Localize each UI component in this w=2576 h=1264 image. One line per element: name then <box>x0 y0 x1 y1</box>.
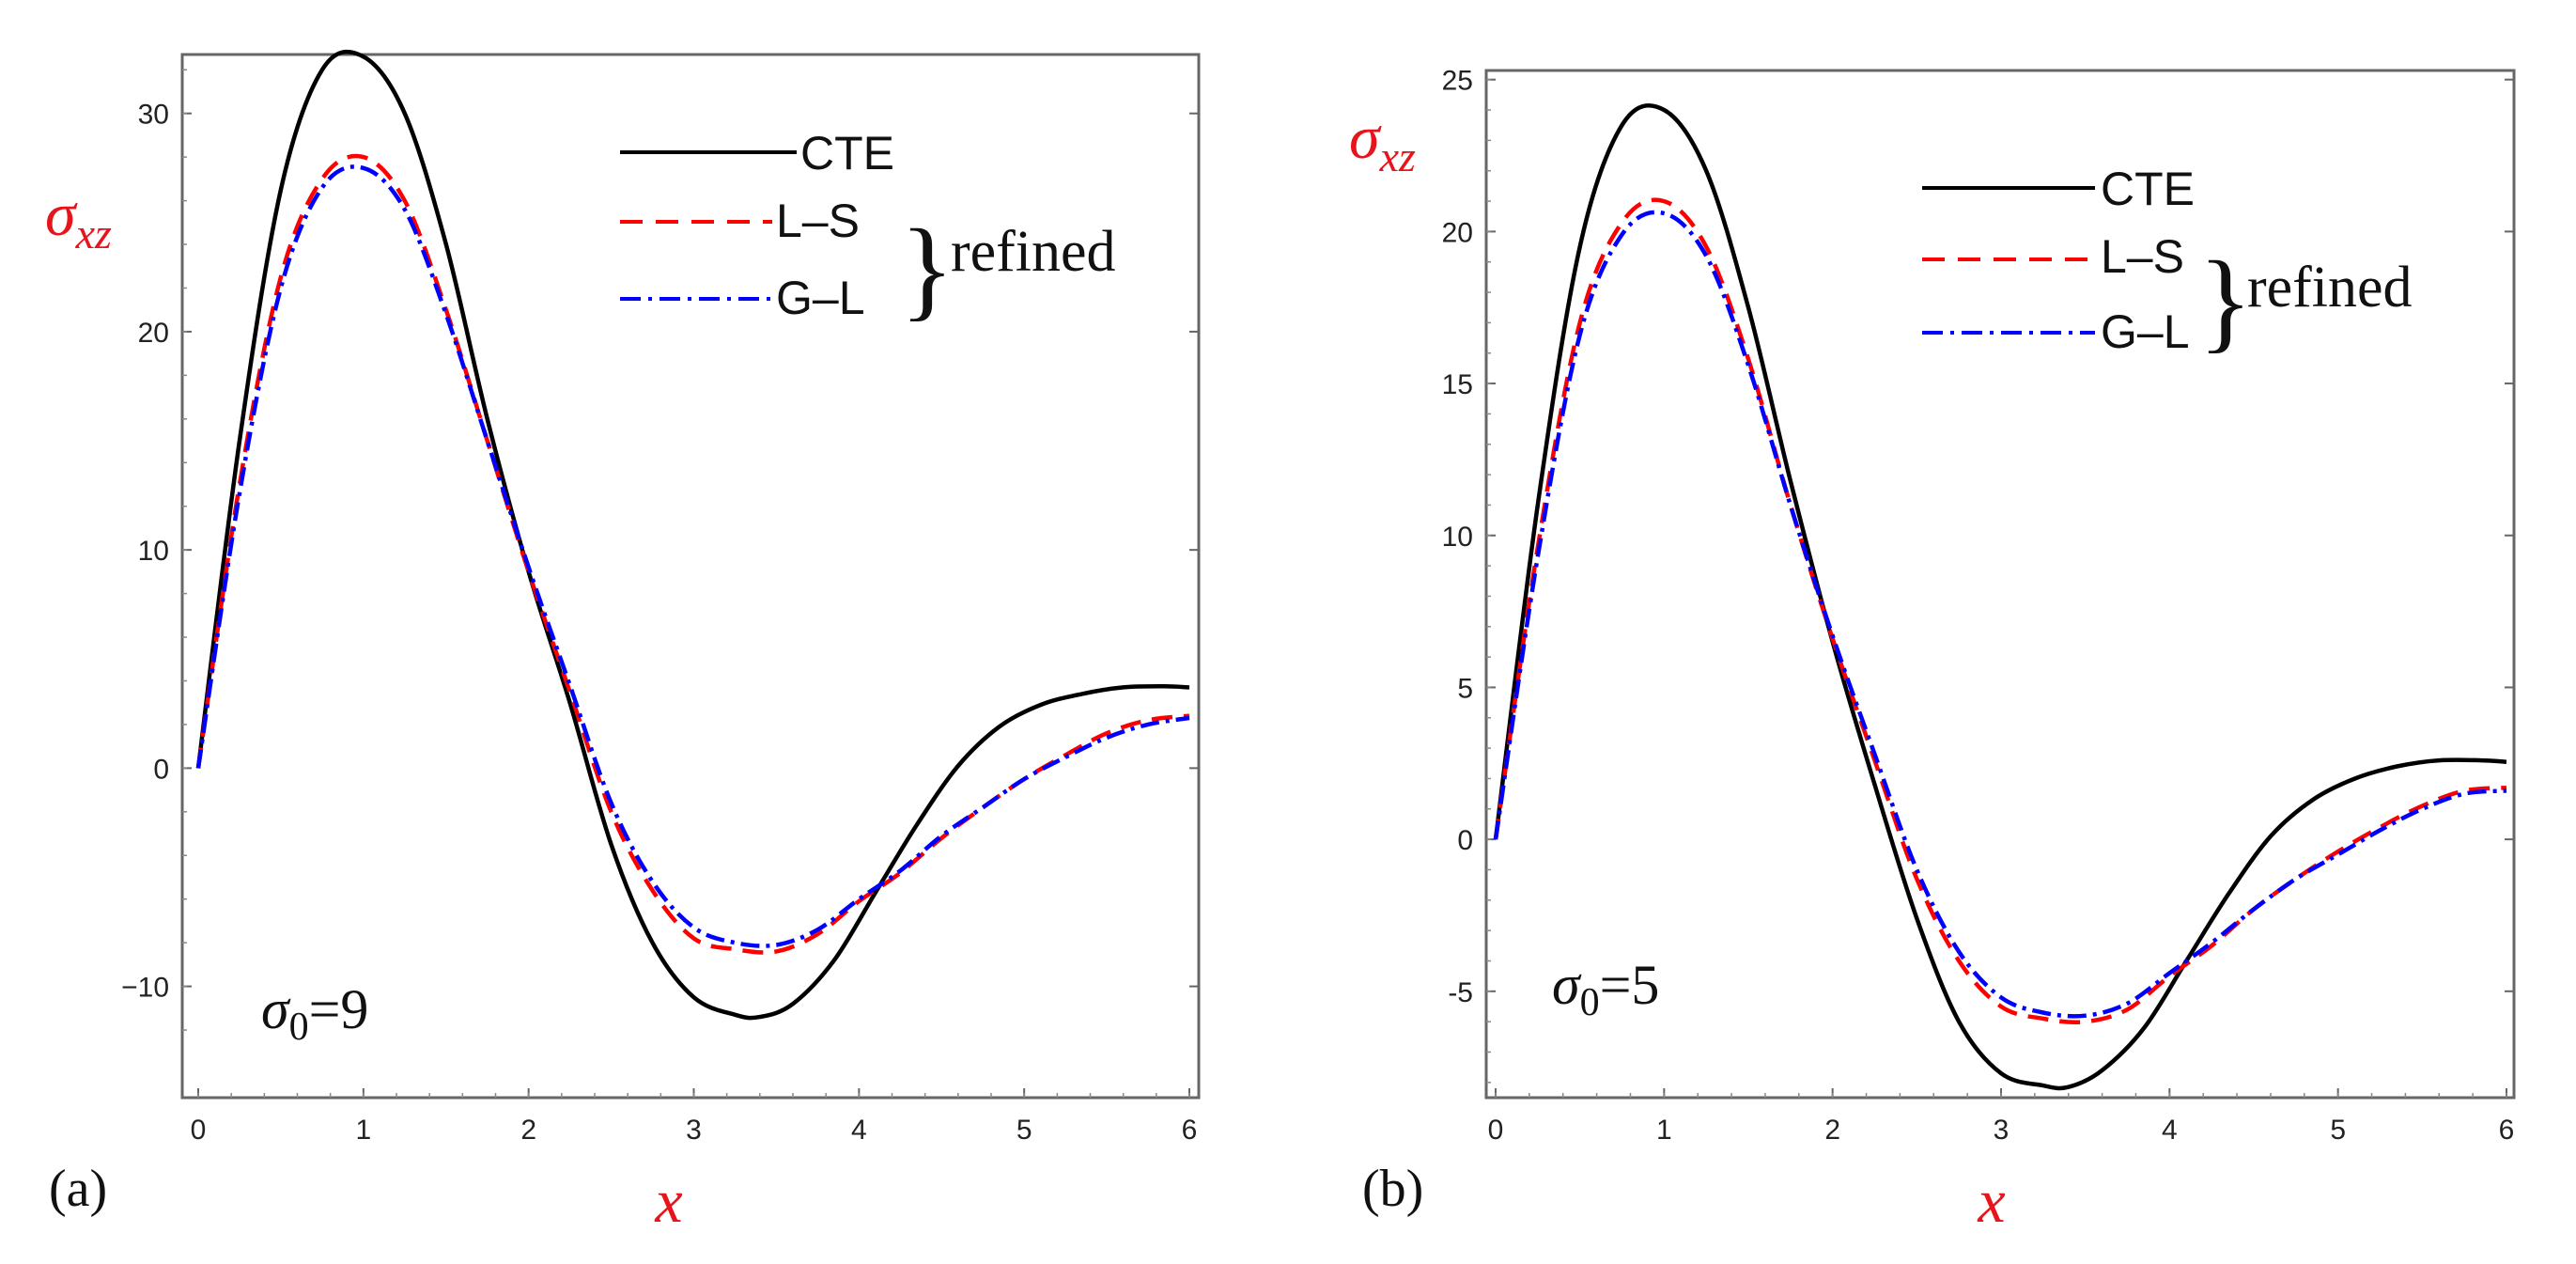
legend-brace: } <box>900 206 954 331</box>
x-tick-label: 6 <box>1182 1115 1198 1146</box>
y-axis-title-symbol: σ <box>1349 103 1382 172</box>
annotation-symbol: σ <box>261 978 291 1040</box>
legend-label-cte: CTE <box>800 127 894 179</box>
y-tick-label: −10 <box>121 973 169 1004</box>
x-axis-title: x <box>654 1167 682 1236</box>
x-tick-label: 3 <box>1994 1115 2010 1146</box>
x-tick-label: 1 <box>1656 1115 1672 1146</box>
y-tick-label: 0 <box>153 754 169 785</box>
y-axis-title-symbol: σ <box>45 180 78 249</box>
x-tick-label: 6 <box>2499 1115 2515 1146</box>
parameter-annotation: σ0=5 <box>1552 954 1659 1024</box>
legend-label-cte: CTE <box>2101 163 2195 215</box>
series-line-cte <box>1493 102 2507 1091</box>
legend-label-ls: L–S <box>2101 230 2184 283</box>
panel-label: (b) <box>1362 1160 1423 1218</box>
y-axis-title-subscript: xz <box>1379 133 1416 180</box>
y-tick-label: 20 <box>138 318 169 349</box>
legend-label-ls: L–S <box>776 195 860 247</box>
y-tick-label: 10 <box>1442 522 1473 553</box>
annotation-subscript: 0 <box>289 1006 309 1049</box>
y-tick-label: 25 <box>1442 66 1473 97</box>
x-tick-label: 3 <box>686 1115 702 1146</box>
parameter-annotation: σ0=9 <box>261 978 368 1049</box>
legend-label-gl: G–L <box>776 272 865 324</box>
x-tick-label: 5 <box>2330 1115 2346 1146</box>
x-tick-label: 1 <box>355 1115 371 1146</box>
x-tick-labels: 0 1 2 3 4 5 6 <box>1488 1115 2515 1146</box>
x-tick-label: 0 <box>1488 1115 1504 1146</box>
series-lines <box>195 49 1190 1021</box>
tick-marks <box>1486 78 2514 1098</box>
series-line-gl <box>1493 210 2507 1019</box>
y-tick-label: 15 <box>1442 369 1473 400</box>
legend-group-label: refined <box>951 220 1116 284</box>
legend-label-gl: G–L <box>2101 305 2190 358</box>
y-axis-title-subscript: xz <box>75 210 112 257</box>
series-line-cte <box>195 49 1190 1021</box>
x-tick-label: 2 <box>520 1115 536 1146</box>
series-line-gl <box>195 164 1190 948</box>
x-tick-label: 0 <box>191 1115 207 1146</box>
y-axis-title: σxz <box>45 180 112 257</box>
tick-marks <box>182 69 1199 1098</box>
legend-brace: } <box>2198 238 2253 363</box>
x-tick-label: 2 <box>1824 1115 1840 1146</box>
y-axis-title: σxz <box>1349 103 1416 180</box>
x-tick-label: 4 <box>851 1115 867 1146</box>
y-tick-label: 5 <box>1457 673 1473 704</box>
legend-group-label: refined <box>2247 256 2413 320</box>
y-tick-label: 20 <box>1442 217 1473 248</box>
annotation-symbol: σ <box>1552 954 1582 1016</box>
y-tick-label: 30 <box>138 100 169 131</box>
x-tick-label: 4 <box>2162 1115 2178 1146</box>
plot-frame <box>180 53 1201 1100</box>
y-tick-label: 10 <box>138 536 169 567</box>
y-tick-labels: -5 0 5 10 15 20 25 <box>1442 66 1473 1008</box>
y-tick-label: -5 <box>1448 977 1473 1008</box>
legend: CTE L–S G–L } refined <box>1922 163 2413 363</box>
panel-label: (a) <box>49 1160 107 1218</box>
annotation-value: =5 <box>1600 954 1660 1016</box>
legend: CTE L–S G–L } refined <box>620 127 1116 331</box>
y-tick-label: 0 <box>1457 825 1473 856</box>
series-lines <box>1493 102 2507 1091</box>
x-axis-title: x <box>1977 1167 2005 1236</box>
annotation-subscript: 0 <box>1580 981 1600 1024</box>
annotation-value: =9 <box>309 978 369 1040</box>
y-tick-labels: −10 0 10 20 30 <box>121 100 169 1004</box>
x-tick-label: 5 <box>1016 1115 1032 1146</box>
x-tick-labels: 0 1 2 3 4 5 6 <box>191 1115 1198 1146</box>
